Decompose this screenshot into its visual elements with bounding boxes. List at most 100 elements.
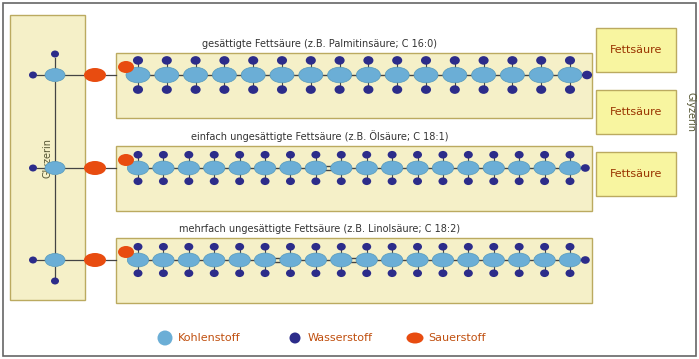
Ellipse shape: [210, 270, 219, 277]
Text: mehrfach ungesättigte Fettsäure (z.B. Linolsäure; C 18:2): mehrfach ungesättigte Fettsäure (z.B. Li…: [180, 224, 461, 234]
Ellipse shape: [185, 243, 194, 251]
FancyBboxPatch shape: [596, 28, 676, 72]
Ellipse shape: [159, 151, 168, 159]
Ellipse shape: [45, 253, 65, 266]
Ellipse shape: [337, 177, 346, 185]
Ellipse shape: [407, 253, 428, 267]
Ellipse shape: [286, 151, 295, 159]
Ellipse shape: [212, 67, 236, 83]
Ellipse shape: [558, 67, 582, 83]
Ellipse shape: [229, 161, 250, 175]
Ellipse shape: [337, 270, 346, 277]
Ellipse shape: [210, 151, 219, 159]
Ellipse shape: [438, 243, 447, 251]
Ellipse shape: [449, 56, 460, 65]
Ellipse shape: [219, 56, 229, 65]
Ellipse shape: [540, 151, 549, 159]
Ellipse shape: [305, 253, 326, 267]
Ellipse shape: [235, 177, 244, 185]
Ellipse shape: [388, 243, 396, 251]
Ellipse shape: [126, 67, 150, 83]
Ellipse shape: [414, 67, 438, 83]
Ellipse shape: [489, 270, 498, 277]
Ellipse shape: [479, 56, 489, 65]
Ellipse shape: [507, 56, 517, 65]
FancyBboxPatch shape: [596, 90, 676, 134]
Ellipse shape: [127, 161, 149, 175]
Ellipse shape: [153, 161, 174, 175]
Ellipse shape: [29, 256, 37, 264]
Ellipse shape: [178, 253, 199, 267]
Ellipse shape: [382, 253, 403, 267]
Ellipse shape: [118, 61, 134, 73]
Ellipse shape: [261, 270, 270, 277]
Ellipse shape: [489, 151, 498, 159]
Ellipse shape: [286, 243, 295, 251]
Ellipse shape: [280, 253, 301, 267]
Ellipse shape: [248, 85, 258, 94]
Ellipse shape: [362, 151, 371, 159]
Ellipse shape: [514, 151, 524, 159]
Ellipse shape: [536, 56, 546, 65]
Ellipse shape: [413, 177, 422, 185]
Ellipse shape: [407, 332, 424, 344]
Ellipse shape: [311, 243, 320, 251]
Ellipse shape: [536, 85, 546, 94]
Ellipse shape: [483, 161, 505, 175]
Ellipse shape: [184, 67, 208, 83]
Ellipse shape: [229, 253, 250, 267]
Ellipse shape: [84, 253, 106, 267]
Ellipse shape: [161, 85, 172, 94]
Ellipse shape: [210, 177, 219, 185]
Ellipse shape: [29, 164, 37, 172]
Ellipse shape: [540, 177, 549, 185]
Ellipse shape: [159, 270, 168, 277]
Ellipse shape: [219, 85, 229, 94]
Ellipse shape: [565, 270, 575, 277]
Ellipse shape: [407, 161, 428, 175]
Ellipse shape: [51, 278, 59, 284]
Ellipse shape: [185, 270, 194, 277]
Ellipse shape: [534, 253, 555, 267]
Ellipse shape: [331, 161, 352, 175]
Ellipse shape: [421, 85, 431, 94]
Ellipse shape: [507, 85, 517, 94]
Ellipse shape: [261, 151, 270, 159]
Ellipse shape: [305, 56, 316, 65]
Ellipse shape: [500, 67, 524, 83]
Ellipse shape: [84, 68, 106, 82]
Ellipse shape: [581, 164, 590, 172]
Ellipse shape: [311, 177, 320, 185]
Ellipse shape: [235, 243, 244, 251]
Ellipse shape: [235, 151, 244, 159]
Ellipse shape: [311, 270, 320, 277]
Ellipse shape: [280, 161, 301, 175]
Ellipse shape: [133, 85, 143, 94]
Ellipse shape: [534, 161, 555, 175]
Ellipse shape: [157, 331, 173, 345]
FancyBboxPatch shape: [10, 15, 85, 300]
Text: Kohlenstoff: Kohlenstoff: [178, 333, 240, 343]
Text: Sauerstoff: Sauerstoff: [428, 333, 486, 343]
Ellipse shape: [581, 256, 590, 264]
Ellipse shape: [118, 246, 134, 258]
Ellipse shape: [134, 177, 143, 185]
Ellipse shape: [203, 253, 225, 267]
Ellipse shape: [191, 56, 201, 65]
Text: Wasserstoff: Wasserstoff: [308, 333, 373, 343]
FancyBboxPatch shape: [3, 3, 696, 356]
Ellipse shape: [154, 67, 179, 83]
Ellipse shape: [479, 85, 489, 94]
Ellipse shape: [159, 177, 168, 185]
Ellipse shape: [277, 56, 287, 65]
Ellipse shape: [84, 161, 106, 175]
Ellipse shape: [464, 177, 473, 185]
Ellipse shape: [442, 67, 467, 83]
Ellipse shape: [118, 154, 134, 166]
Ellipse shape: [362, 243, 371, 251]
Ellipse shape: [337, 243, 346, 251]
Ellipse shape: [254, 253, 275, 267]
Text: Fettsäure: Fettsäure: [610, 169, 662, 179]
Ellipse shape: [248, 56, 258, 65]
Ellipse shape: [159, 243, 168, 251]
